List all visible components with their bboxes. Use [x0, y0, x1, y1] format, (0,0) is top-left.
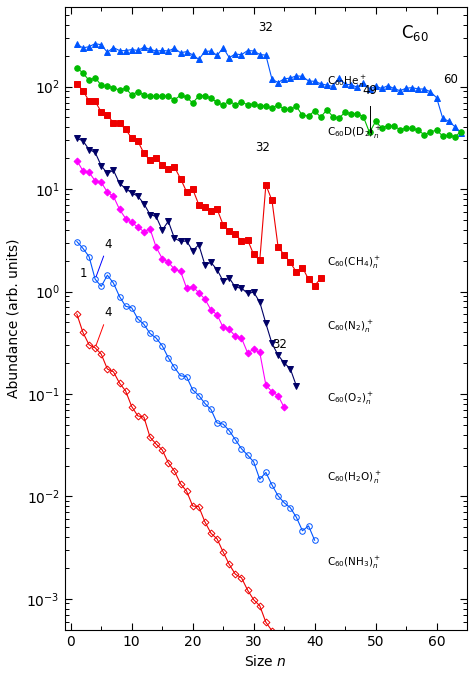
Text: 4: 4 [96, 306, 112, 345]
Text: 32: 32 [255, 141, 270, 154]
Text: 32: 32 [258, 21, 273, 34]
Text: C$_{60}$: C$_{60}$ [401, 22, 428, 43]
Text: C$_{60}$(O$_2$)$_n^+$: C$_{60}$(O$_2$)$_n^+$ [327, 391, 374, 407]
Text: 4: 4 [96, 238, 112, 276]
Text: 49: 49 [362, 84, 377, 97]
X-axis label: Size $n$: Size $n$ [245, 654, 287, 669]
Text: C$_{60}$(N$_2$)$_n^+$: C$_{60}$(N$_2$)$_n^+$ [327, 319, 374, 335]
Text: C$_{60}$(H$_2$O)$_n^+$: C$_{60}$(H$_2$O)$_n^+$ [327, 470, 382, 486]
Y-axis label: Abundance (arb. units): Abundance (arb. units) [7, 239, 21, 398]
Text: C$_{60}$(NH$_3$)$_n^+$: C$_{60}$(NH$_3$)$_n^+$ [327, 555, 381, 571]
Text: C$_{60}$He$_n^+$: C$_{60}$He$_n^+$ [327, 74, 367, 90]
Text: C$_{60}$(CH$_4$)$_n^+$: C$_{60}$(CH$_4$)$_n^+$ [327, 255, 381, 271]
Text: 1: 1 [80, 267, 87, 280]
Text: 60: 60 [443, 73, 457, 86]
Text: C$_{60}$D(D$_2$)$_n^+$: C$_{60}$D(D$_2$)$_n^+$ [327, 124, 382, 141]
Text: 32: 32 [272, 338, 287, 351]
